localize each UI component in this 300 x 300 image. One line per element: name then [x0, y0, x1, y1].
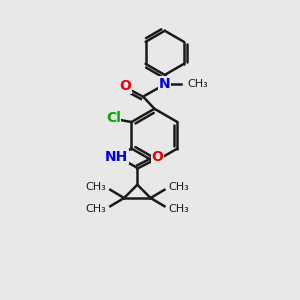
Text: CH₃: CH₃ — [188, 79, 208, 89]
Text: CH₃: CH₃ — [86, 204, 106, 214]
Text: CH₃: CH₃ — [168, 182, 189, 192]
Text: CH₃: CH₃ — [86, 182, 106, 192]
Text: NH: NH — [105, 150, 128, 164]
Text: CH₃: CH₃ — [168, 204, 189, 214]
Text: N: N — [159, 77, 170, 91]
Text: Cl: Cl — [106, 112, 121, 125]
Text: O: O — [119, 79, 131, 93]
Text: O: O — [152, 150, 164, 164]
